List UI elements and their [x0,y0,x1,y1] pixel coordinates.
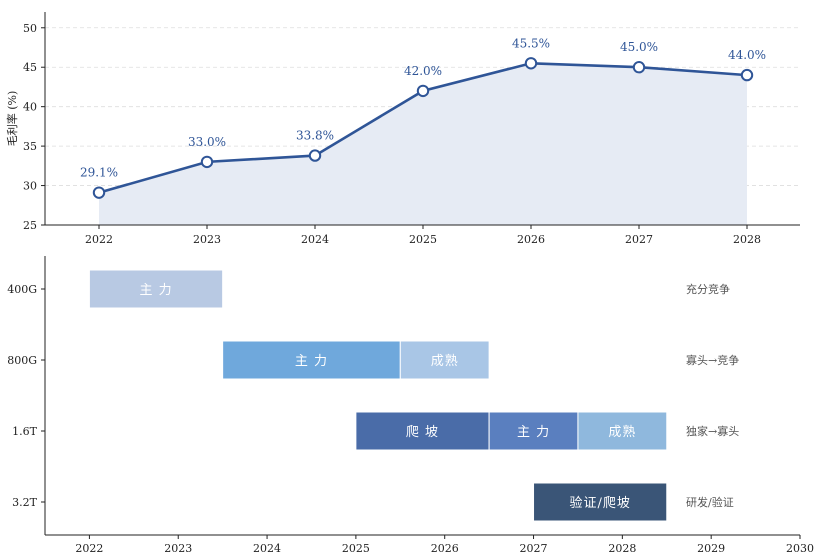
gantt-x-tick-label: 2029 [697,542,725,555]
gantt-x-tick-label: 2024 [253,542,281,555]
gantt-bar-label: 主 力 [517,425,550,440]
gantt-x-tick-label: 2026 [431,542,459,555]
gantt-bar [577,411,668,451]
gantt-x-tick-label: 2023 [164,542,192,555]
x-tick-label: 2023 [193,233,221,246]
data-label: 44.0% [728,48,766,62]
gantt-x-tick-label: 2022 [75,542,103,555]
y-tick-label: 50 [23,22,37,35]
row-annotation: 寡头→竞争 [686,353,739,367]
gantt-x-tick-label: 2028 [608,542,636,555]
x-tick-label: 2026 [517,233,545,246]
y-tick-label: 25 [23,219,37,232]
gantt-bar-label: 爬 坡 [406,425,439,440]
data-label: 33.0% [188,135,226,149]
gantt-bar-label: 验证/爬坡 [569,495,630,511]
row-label: 400G [7,283,37,296]
gantt-bar [355,411,490,451]
data-point [308,149,322,162]
gantt-bar-label: 成熟 [431,353,459,369]
area-fill [99,63,747,226]
y-tick-label: 30 [23,180,37,193]
gantt-bar [399,340,490,380]
gantt-bar [222,340,401,380]
data-label: 45.5% [512,36,550,50]
data-label: 45.0% [620,40,658,54]
data-point [524,57,538,70]
gantt-bar [488,411,579,451]
gantt-bar-label: 成熟 [608,424,636,440]
data-point [92,186,106,199]
y-tick-label: 35 [23,140,37,153]
x-tick-label: 2027 [625,233,653,246]
row-annotation: 充分竞争 [686,282,730,296]
y-tick-label: 40 [23,101,37,114]
gantt-x-tick-label: 2030 [786,542,814,555]
gantt-x-tick-label: 2027 [520,542,548,555]
x-tick-label: 2028 [733,233,761,246]
gantt-x-tick-label: 2025 [342,542,370,555]
x-tick-label: 2024 [301,233,329,246]
x-tick-label: 2025 [409,233,437,246]
row-annotation: 研发/验证 [686,495,734,509]
data-label: 29.1% [80,166,118,180]
gantt-bar-label: 主 力 [295,354,328,369]
gantt-bar [533,482,668,522]
row-label: 1.6T [12,425,37,438]
row-annotation: 独家→寡头 [686,424,739,438]
row-label: 800G [7,354,37,367]
data-point [416,84,430,98]
y-axis-label: 毛利率 (%) [5,91,19,147]
data-point [740,68,754,82]
data-point [200,155,214,169]
data-label: 42.0% [404,64,442,78]
data-point [632,61,646,74]
x-tick-label: 2022 [85,233,113,246]
gantt-bar-label: 主 力 [139,283,172,298]
data-label: 33.8% [296,129,334,143]
gantt-bar [88,269,224,309]
row-label: 3.2T [12,496,37,509]
y-tick-label: 45 [23,61,37,74]
